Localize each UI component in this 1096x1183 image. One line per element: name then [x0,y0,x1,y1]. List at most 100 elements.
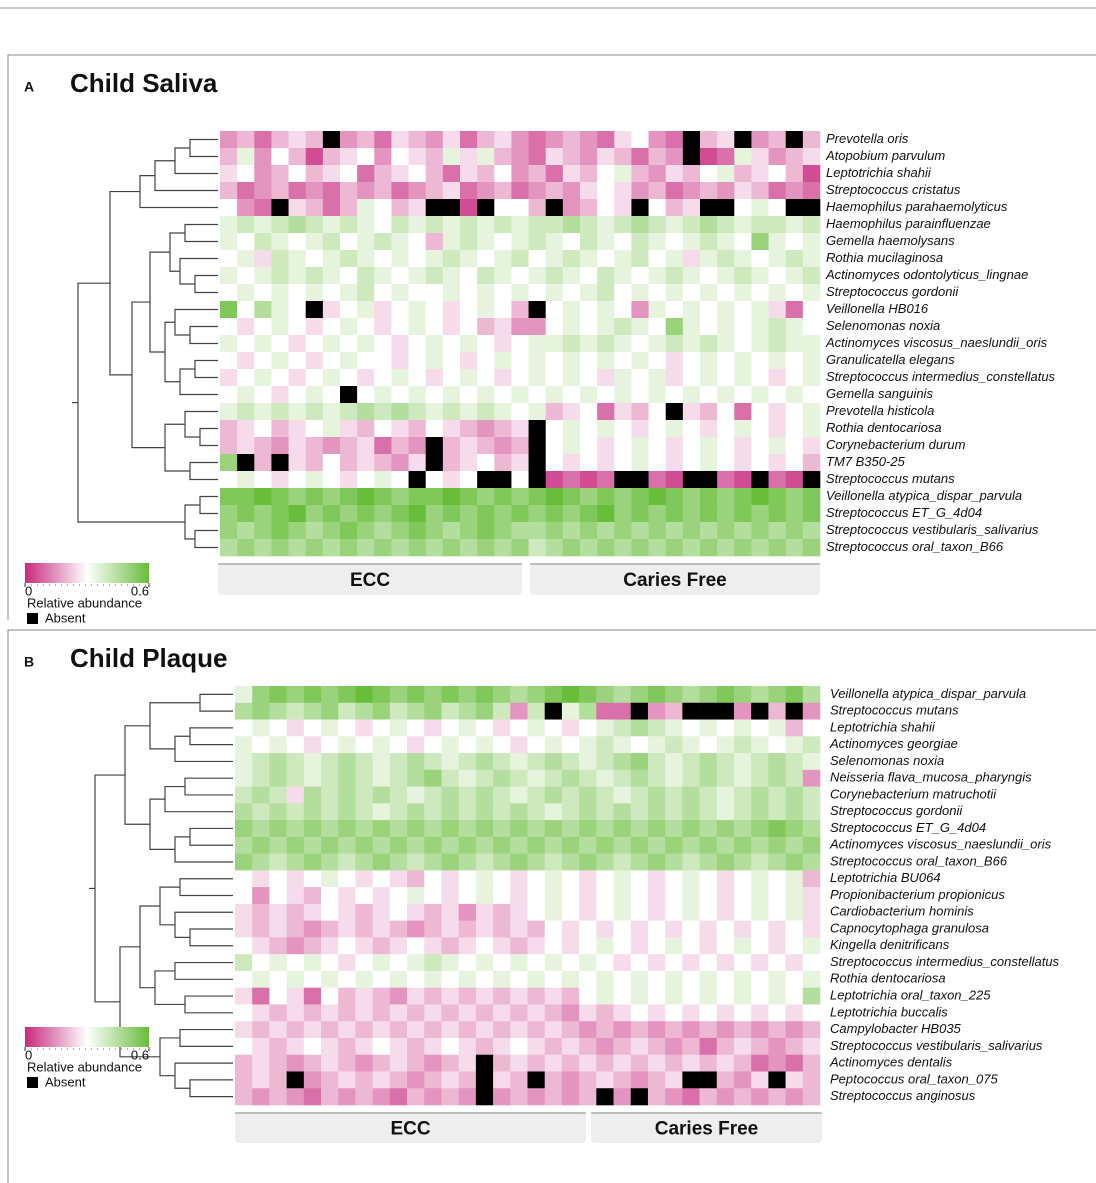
heatmap-cell [254,131,272,149]
row-label: Haemophilus parahaemolyticus [826,199,1008,214]
heatmap-cell [562,182,581,200]
heatmap-cell [389,702,408,720]
heatmap-cell [493,853,511,871]
heatmap-cell [562,165,581,183]
heatmap-cell [768,216,787,234]
heatmap-cell [475,736,494,754]
heatmap-cell [734,182,752,200]
heatmap-cell [424,870,442,888]
heatmap-cell [271,318,289,336]
heatmap-cell [733,836,752,854]
heatmap-cell [442,182,461,200]
heatmap-cell [614,386,632,404]
heatmap-cell [717,250,735,268]
heatmap-cell [561,987,580,1005]
heatmap-cell [494,233,512,251]
heatmap-cell [768,182,787,200]
heatmap-cell [648,131,667,149]
heatmap-cell [408,216,427,234]
heatmap-cell [286,686,305,704]
heatmap-cell [648,267,667,285]
heatmap-cell [682,719,700,737]
heatmap-cell [391,267,409,285]
heatmap-cell [734,250,752,268]
heatmap-cell [441,1021,459,1039]
heatmap-cell [733,1088,752,1106]
heatmap-cell [391,403,409,421]
heatmap-cell [355,702,373,720]
heatmap-cell [717,301,735,319]
heatmap-cell [648,148,667,166]
heatmap-cell [372,803,391,821]
heatmap-cell [303,820,322,838]
heatmap-cell [322,199,341,217]
heatmap-cell [235,937,253,955]
heatmap-cell [374,454,392,472]
heatmap-cell [802,267,821,285]
heatmap-cell [441,937,459,955]
heatmap-cell [527,870,546,888]
heatmap-cell [460,386,478,404]
heatmap-cell [700,505,718,523]
heatmap-cell [408,539,427,557]
heatmap-cell [579,1037,597,1056]
heatmap-cell [561,1021,580,1039]
heatmap-cell [322,250,341,268]
heatmap-cell [802,803,821,821]
heatmap-cell [389,903,408,921]
heatmap-cell [340,250,358,268]
heatmap-cell [322,454,341,472]
heatmap-cell [288,386,307,404]
heatmap-cell [802,937,821,955]
heatmap-cell [545,165,564,183]
heatmap-cell [700,301,718,319]
heatmap-cell [269,903,287,921]
heatmap-cell [665,686,683,704]
heatmap-cell [494,539,512,557]
heatmap-cell [458,753,477,771]
heatmap-cell [630,920,649,938]
heatmap-cell [768,131,787,149]
heatmap-cell [340,318,358,336]
heatmap-cell [322,148,341,166]
heatmap-cell [717,539,735,557]
heatmap-cell [561,920,580,938]
heatmap-cell [699,954,718,972]
heatmap-cell [630,786,649,804]
heatmap-cell [510,920,528,938]
heatmap-cell [665,903,683,921]
heatmap-cell [286,853,305,871]
heatmap-cell [527,903,546,921]
heatmap-cell [254,369,272,387]
heatmap-cell [237,148,255,166]
heatmap-cell [340,522,358,540]
heatmap-cell [682,870,700,888]
heatmap-cell [579,970,597,988]
heatmap-cell [682,937,700,955]
heatmap-cell [751,420,769,438]
heatmap-cell [321,769,339,787]
heatmap-cell [768,736,786,754]
heatmap-cell [269,1071,287,1089]
heatmap-cell [717,318,735,336]
heatmap-cell [682,233,701,251]
heatmap-cell [494,318,512,336]
heatmap-cell [510,870,528,888]
heatmap-cell [665,148,684,166]
heatmap-cell [442,505,461,523]
heatmap-cell [785,522,804,540]
heatmap-cell [286,719,305,737]
heatmap-cell [561,736,580,754]
heatmap-cell [785,505,804,523]
panel-border [7,54,1096,620]
group-label: ECC [390,1119,430,1140]
heatmap-cell [252,1071,270,1089]
heatmap-cell [734,199,752,217]
heatmap-cell [389,686,408,704]
heatmap-cell [527,753,546,771]
heatmap-cell [286,736,305,754]
heatmap-cell [475,853,494,871]
heatmap-cell [374,403,392,421]
heatmap-cell [357,216,375,234]
heatmap-cell [580,267,598,285]
